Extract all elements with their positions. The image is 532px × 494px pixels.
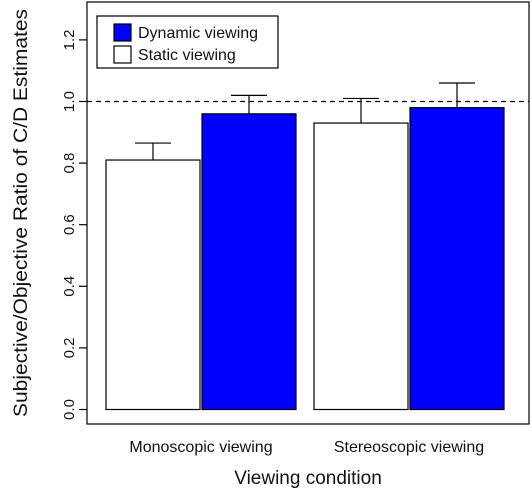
bar [313, 122, 409, 411]
legend-label: Static viewing [138, 47, 236, 64]
y-tick-label: 0.6 [61, 214, 78, 235]
y-axis-title: Subjective/Objective Ratio of C/D Estima… [11, 9, 32, 417]
y-tick-label: 0.2 [61, 337, 78, 358]
legend: Dynamic viewing Static viewing [96, 15, 279, 69]
x-category-label: Stereoscopic viewing [334, 439, 484, 456]
y-tick-label: 1.0 [61, 91, 78, 112]
plot-layer: 0.0 0.2 0.4 0.6 0.8 1.0 1.2 Monoscopic viewing S… [61, 1, 530, 456]
y-tick-label: 0.4 [61, 276, 78, 297]
plot-frame [86, 1, 530, 425]
bar [409, 107, 505, 411]
bar [105, 159, 201, 411]
y-tick-label: 0.0 [61, 399, 78, 420]
y-tick-label: 0.8 [61, 153, 78, 174]
x-category-label: Monoscopic viewing [129, 439, 272, 456]
legend-swatch [113, 23, 132, 42]
y-tick-label: 1.2 [61, 29, 78, 50]
bar [201, 113, 297, 411]
x-axis-title: Viewing condition [234, 468, 382, 489]
legend-swatch [113, 45, 132, 64]
legend-label: Dynamic viewing [138, 25, 258, 42]
